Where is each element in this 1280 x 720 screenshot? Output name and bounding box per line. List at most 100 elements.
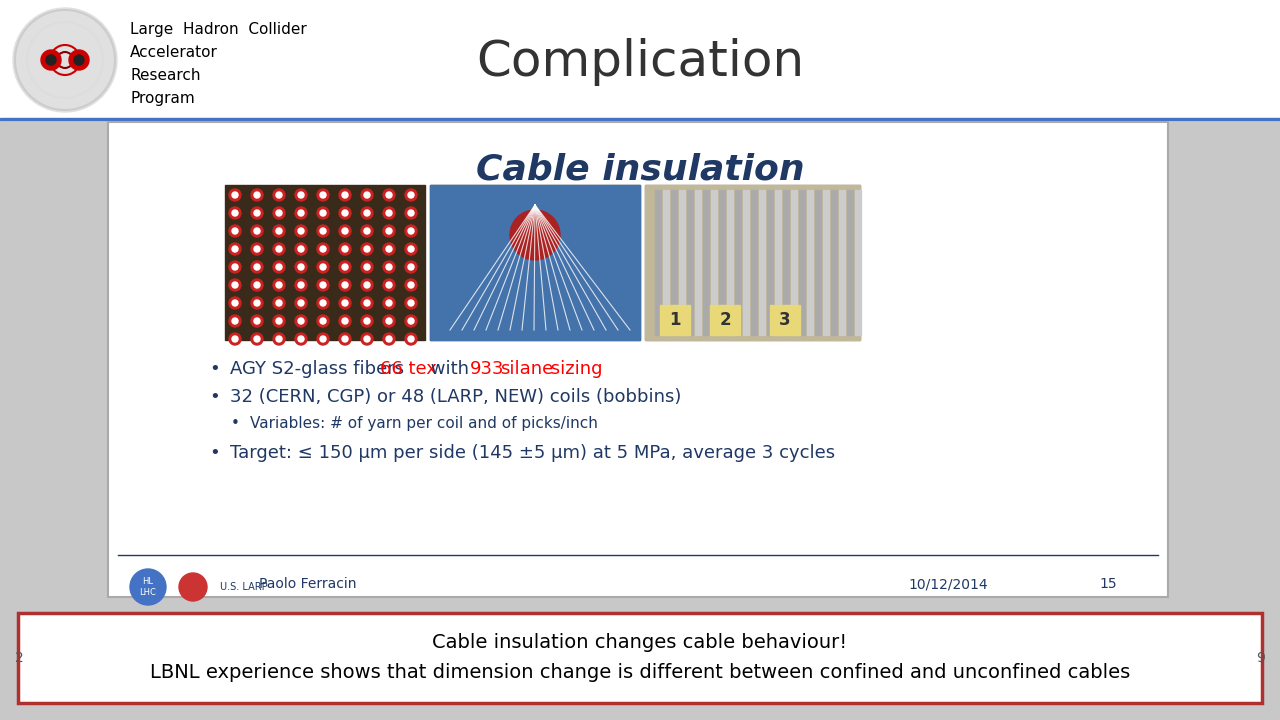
Circle shape: [342, 318, 348, 324]
Circle shape: [317, 243, 329, 255]
Circle shape: [342, 246, 348, 252]
Circle shape: [408, 300, 413, 306]
Text: 3: 3: [780, 311, 791, 329]
Bar: [727, 190, 733, 335]
Circle shape: [408, 264, 413, 270]
Bar: [678, 190, 685, 335]
Circle shape: [74, 55, 84, 65]
Circle shape: [339, 333, 351, 345]
Bar: [815, 190, 820, 335]
Bar: [710, 305, 740, 335]
Circle shape: [383, 261, 396, 273]
Circle shape: [232, 318, 238, 324]
Circle shape: [317, 225, 329, 237]
Circle shape: [387, 336, 392, 342]
Circle shape: [273, 315, 285, 327]
Circle shape: [339, 279, 351, 291]
Text: 9: 9: [1256, 651, 1265, 665]
Circle shape: [408, 336, 413, 342]
Text: Paolo Ferracin: Paolo Ferracin: [260, 577, 357, 591]
Circle shape: [364, 282, 370, 288]
Circle shape: [232, 300, 238, 306]
Circle shape: [383, 225, 396, 237]
Circle shape: [294, 243, 307, 255]
Text: U.S. LARP: U.S. LARP: [220, 582, 268, 592]
Circle shape: [251, 297, 262, 309]
Text: silane: silane: [500, 360, 553, 378]
Circle shape: [320, 318, 326, 324]
Circle shape: [404, 243, 417, 255]
Bar: [671, 190, 677, 335]
Circle shape: [387, 246, 392, 252]
Circle shape: [251, 189, 262, 201]
Circle shape: [320, 246, 326, 252]
Text: HL
LHC: HL LHC: [140, 577, 156, 597]
Bar: [799, 190, 805, 335]
Circle shape: [298, 228, 305, 234]
Circle shape: [408, 228, 413, 234]
Text: 32 (CERN, CGP) or 48 (LARP, NEW) coils (bobbins): 32 (CERN, CGP) or 48 (LARP, NEW) coils (…: [230, 388, 681, 406]
Circle shape: [364, 318, 370, 324]
Circle shape: [408, 282, 413, 288]
Bar: [703, 190, 709, 335]
Circle shape: [229, 315, 241, 327]
Text: 2: 2: [15, 651, 24, 665]
Circle shape: [232, 282, 238, 288]
Circle shape: [41, 50, 61, 70]
Text: 1: 1: [669, 311, 681, 329]
Circle shape: [253, 210, 260, 216]
Bar: [855, 190, 861, 335]
Bar: [783, 190, 788, 335]
Circle shape: [408, 210, 413, 216]
Circle shape: [404, 189, 417, 201]
Text: 2: 2: [719, 311, 731, 329]
Circle shape: [232, 336, 238, 342]
Bar: [767, 190, 773, 335]
Circle shape: [294, 225, 307, 237]
Text: with: with: [425, 360, 475, 378]
Bar: [430, 185, 640, 340]
Circle shape: [276, 282, 282, 288]
Text: 10/12/2014: 10/12/2014: [909, 577, 988, 591]
Circle shape: [383, 207, 396, 219]
Circle shape: [339, 243, 351, 255]
Text: LBNL experience shows that dimension change is different between confined and un: LBNL experience shows that dimension cha…: [150, 663, 1130, 682]
Circle shape: [383, 279, 396, 291]
Circle shape: [361, 243, 372, 255]
Circle shape: [317, 333, 329, 345]
Circle shape: [361, 297, 372, 309]
Circle shape: [342, 336, 348, 342]
Circle shape: [131, 569, 166, 605]
Circle shape: [404, 279, 417, 291]
Circle shape: [276, 300, 282, 306]
Circle shape: [509, 210, 561, 260]
Circle shape: [383, 243, 396, 255]
Circle shape: [276, 192, 282, 198]
Bar: [742, 190, 749, 335]
Circle shape: [273, 207, 285, 219]
Circle shape: [229, 225, 241, 237]
Text: Cable insulation changes cable behaviour!: Cable insulation changes cable behaviour…: [433, 633, 847, 652]
Circle shape: [251, 333, 262, 345]
Circle shape: [251, 225, 262, 237]
Circle shape: [273, 243, 285, 255]
Circle shape: [404, 207, 417, 219]
Circle shape: [383, 189, 396, 201]
Circle shape: [276, 228, 282, 234]
Circle shape: [320, 282, 326, 288]
Circle shape: [232, 264, 238, 270]
Bar: [831, 190, 837, 335]
Circle shape: [273, 261, 285, 273]
Circle shape: [404, 315, 417, 327]
Circle shape: [251, 279, 262, 291]
Circle shape: [253, 300, 260, 306]
Text: Cable insulation: Cable insulation: [476, 152, 804, 186]
Circle shape: [408, 192, 413, 198]
Bar: [430, 185, 640, 340]
Circle shape: [253, 192, 260, 198]
Text: 15: 15: [1100, 577, 1117, 591]
Circle shape: [364, 246, 370, 252]
FancyBboxPatch shape: [108, 122, 1169, 597]
Circle shape: [342, 300, 348, 306]
Circle shape: [364, 264, 370, 270]
